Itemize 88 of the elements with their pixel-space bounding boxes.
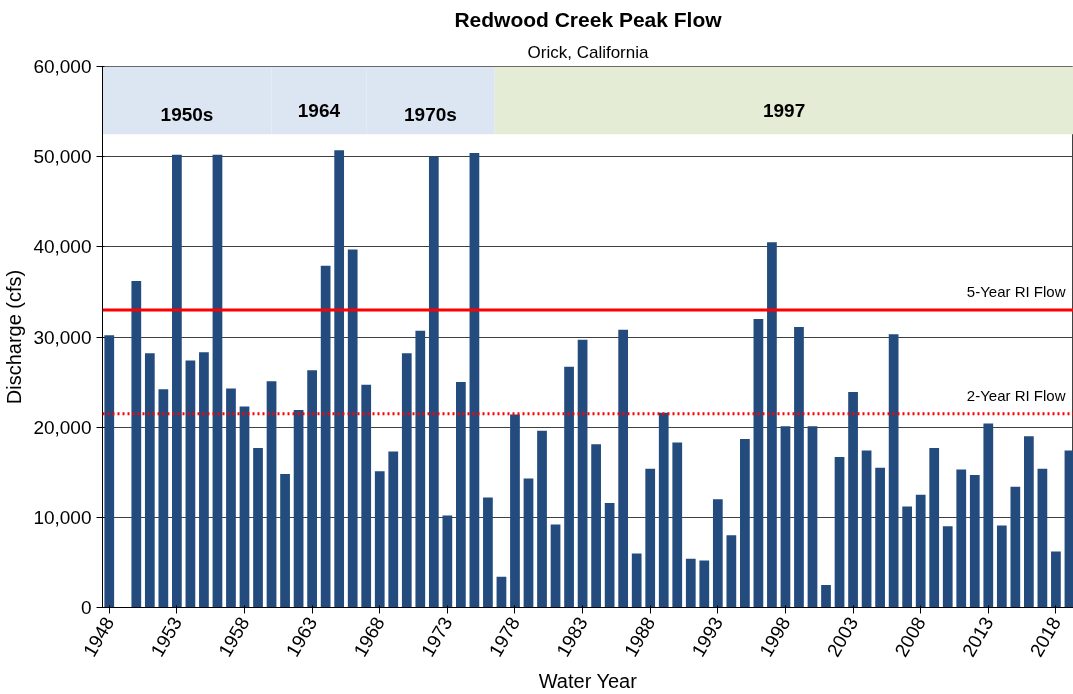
- bar: [199, 352, 209, 608]
- y-tick-label: 20,000: [33, 416, 92, 438]
- bar: [510, 414, 520, 608]
- bar: [915, 494, 926, 608]
- bar: [550, 524, 561, 608]
- bar: [767, 242, 777, 608]
- bar: [307, 370, 317, 608]
- bar: [821, 584, 831, 608]
- x-axis-title: Water Year: [538, 669, 638, 692]
- bar: [672, 442, 683, 608]
- bar: [645, 468, 656, 608]
- bar: [902, 506, 913, 608]
- bar: [861, 450, 872, 608]
- bar: [848, 392, 858, 608]
- bar: [956, 469, 967, 608]
- bar: [875, 467, 885, 608]
- y-tick-label: 30,000: [33, 326, 92, 348]
- bar: [929, 447, 940, 608]
- bar: [969, 474, 980, 608]
- bar: [428, 156, 439, 608]
- y-tick-label: 10,000: [33, 506, 92, 528]
- bar: [1037, 468, 1048, 608]
- bar: [712, 499, 723, 608]
- bar: [212, 154, 223, 608]
- bar: [1024, 436, 1034, 608]
- y-tick-label: 0: [80, 597, 92, 618]
- bar: [1051, 551, 1061, 608]
- bar: [537, 430, 547, 608]
- bar: [415, 330, 426, 608]
- bar: [807, 426, 818, 608]
- bar: [740, 438, 750, 608]
- bar: [442, 515, 453, 608]
- bar: [564, 366, 574, 608]
- bar: [469, 153, 480, 608]
- bar: [834, 456, 845, 608]
- bar: [456, 382, 466, 608]
- y-axis-title: Discharge (cfs): [3, 269, 26, 405]
- bar: [1010, 486, 1021, 608]
- bar: [753, 318, 764, 608]
- chart-subtitle: Orick, California: [527, 42, 649, 62]
- bar: [388, 451, 399, 608]
- bar: [604, 502, 615, 608]
- bar: [104, 335, 115, 608]
- bar: [483, 497, 493, 608]
- ref-line-label: 2-Year RI Flow: [966, 386, 1066, 404]
- bar: [618, 329, 629, 608]
- bar: [983, 423, 994, 608]
- bar: [185, 360, 196, 608]
- bar: [699, 560, 710, 608]
- bar: [280, 474, 290, 608]
- ref-line-label: 5-Year RI Flow: [966, 282, 1066, 300]
- bar: [361, 384, 372, 608]
- bar: [144, 353, 155, 608]
- bar: [685, 558, 696, 608]
- bar: [347, 249, 358, 608]
- bar: [131, 281, 142, 608]
- bar: [496, 576, 507, 608]
- bar: [523, 478, 534, 608]
- bar: [158, 389, 169, 608]
- bar: [172, 154, 182, 608]
- bar: [577, 339, 588, 608]
- bar: [780, 426, 791, 608]
- bar: [374, 471, 385, 608]
- band-label: 1964: [297, 100, 341, 122]
- bar: [320, 265, 331, 608]
- bar: [794, 327, 804, 608]
- bar: [658, 412, 669, 608]
- bar: [888, 334, 899, 608]
- bar: [726, 535, 737, 608]
- bar: [253, 447, 263, 608]
- band-label: 1970s: [404, 104, 457, 126]
- bar: [942, 526, 953, 608]
- y-tick-label: 60,000: [33, 56, 92, 77]
- chart-title: Redwood Creek Peak Flow: [454, 7, 723, 31]
- bar: [293, 410, 304, 608]
- bar: [266, 381, 277, 608]
- bar: [401, 353, 412, 608]
- y-tick-label: 40,000: [33, 236, 92, 258]
- band-label: 1950s: [160, 104, 214, 126]
- bar: [334, 150, 345, 608]
- bar: [1064, 450, 1073, 608]
- band-label: 1997: [762, 100, 806, 122]
- y-tick-label: 50,000: [33, 146, 92, 168]
- bar: [226, 388, 236, 608]
- bar: [239, 406, 250, 608]
- bar: [591, 444, 601, 608]
- bar: [996, 525, 1007, 608]
- bar: [631, 553, 642, 608]
